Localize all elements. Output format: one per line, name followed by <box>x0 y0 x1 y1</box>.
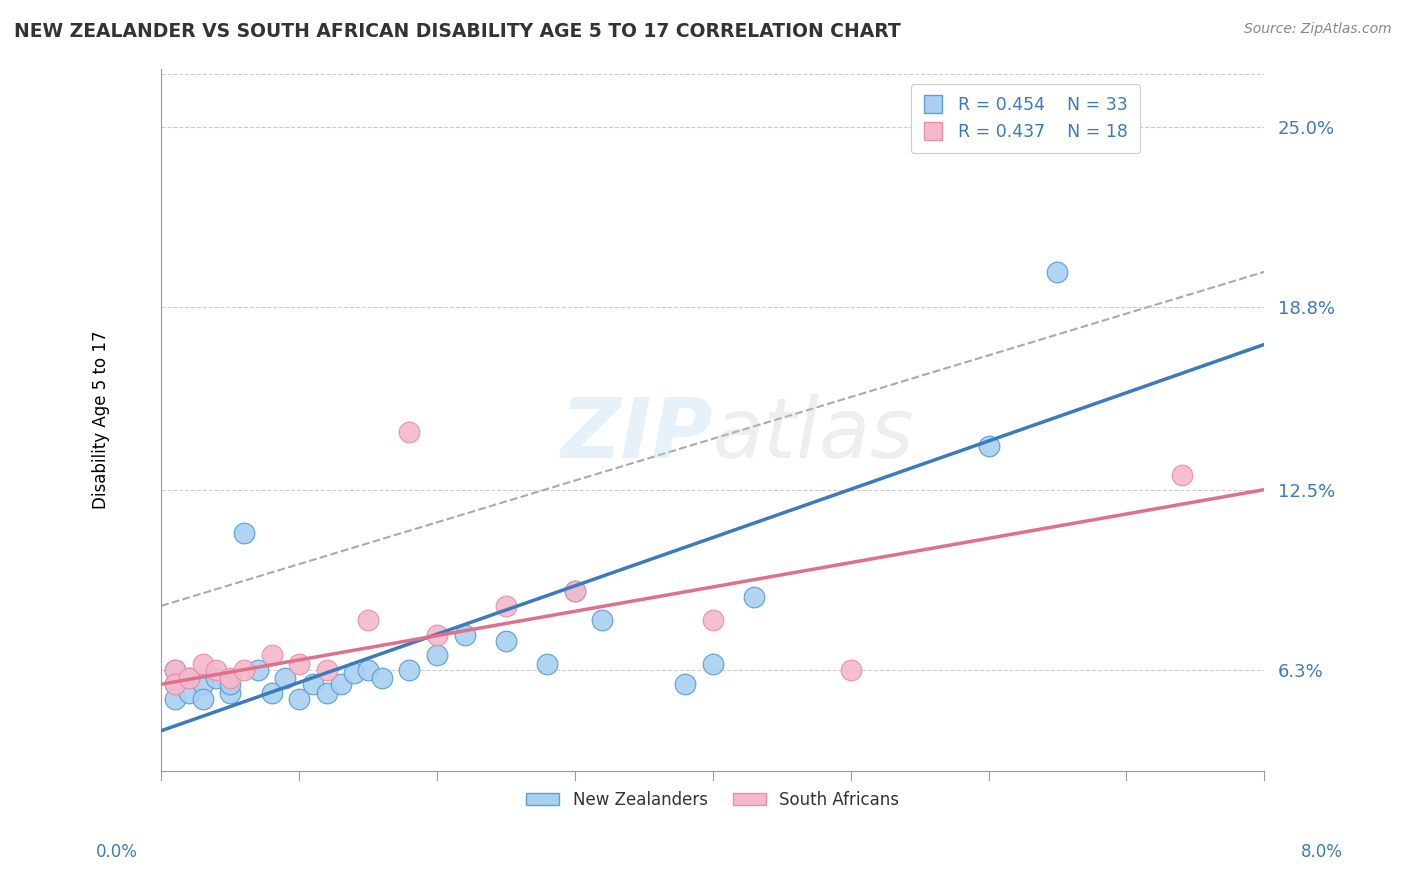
Point <box>315 686 337 700</box>
Point <box>205 672 228 686</box>
Point <box>357 613 380 627</box>
Point <box>233 663 256 677</box>
Legend: New Zealanders, South Africans: New Zealanders, South Africans <box>519 784 905 816</box>
Point <box>233 526 256 541</box>
Point <box>219 686 242 700</box>
Text: 0.0%: 0.0% <box>96 843 138 861</box>
Point <box>564 584 586 599</box>
Point <box>536 657 558 671</box>
Point <box>191 691 214 706</box>
Point <box>315 663 337 677</box>
Point <box>702 657 724 671</box>
Point <box>426 648 449 663</box>
Point <box>219 677 242 691</box>
Point <box>165 663 187 677</box>
Point <box>191 677 214 691</box>
Point <box>302 677 325 691</box>
Point <box>246 663 269 677</box>
Text: atlas: atlas <box>713 393 914 475</box>
Point <box>165 663 187 677</box>
Point <box>260 686 283 700</box>
Text: Disability Age 5 to 17: Disability Age 5 to 17 <box>91 331 110 509</box>
Point <box>165 691 187 706</box>
Point <box>977 439 1000 453</box>
Point <box>165 677 187 691</box>
Point <box>260 648 283 663</box>
Point <box>495 633 517 648</box>
Point <box>177 686 200 700</box>
Text: Source: ZipAtlas.com: Source: ZipAtlas.com <box>1244 22 1392 37</box>
Point <box>398 425 420 439</box>
Point <box>357 663 380 677</box>
Point <box>1170 468 1192 483</box>
Point <box>564 584 586 599</box>
Point <box>177 672 200 686</box>
Point <box>288 691 311 706</box>
Point <box>453 628 475 642</box>
Text: NEW ZEALANDER VS SOUTH AFRICAN DISABILITY AGE 5 TO 17 CORRELATION CHART: NEW ZEALANDER VS SOUTH AFRICAN DISABILIT… <box>14 22 901 41</box>
Point <box>398 663 420 677</box>
Point <box>274 672 297 686</box>
Point <box>177 672 200 686</box>
Point <box>742 590 765 604</box>
Point <box>329 677 352 691</box>
Point <box>191 657 214 671</box>
Point <box>839 663 862 677</box>
Point <box>426 628 449 642</box>
Point <box>219 672 242 686</box>
Point <box>495 599 517 613</box>
Text: 8.0%: 8.0% <box>1301 843 1343 861</box>
Point <box>702 613 724 627</box>
Text: ZIP: ZIP <box>560 393 713 475</box>
Point <box>371 672 394 686</box>
Point <box>592 613 614 627</box>
Point <box>165 677 187 691</box>
Point <box>1046 265 1069 279</box>
Point <box>205 663 228 677</box>
Point <box>288 657 311 671</box>
Point <box>343 665 366 680</box>
Point <box>673 677 696 691</box>
